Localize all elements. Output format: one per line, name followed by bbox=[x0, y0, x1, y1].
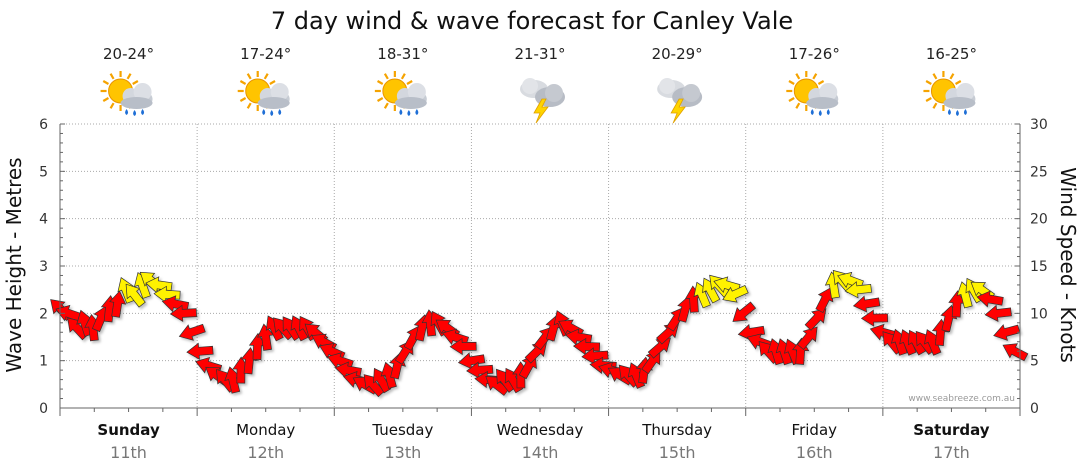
wind-arrow bbox=[647, 337, 671, 359]
temperature-label: 20-24° bbox=[103, 45, 154, 63]
y-tick-label-right: 15 bbox=[1030, 259, 1048, 275]
y-tick-label-left: 1 bbox=[39, 354, 48, 370]
y-tick-label-right: 25 bbox=[1030, 164, 1048, 180]
temperature-label: 20-29° bbox=[652, 45, 703, 63]
wind-arrow bbox=[815, 286, 834, 313]
sun-cloud-rain-icon bbox=[923, 71, 976, 116]
day-label: Wednesday bbox=[497, 421, 584, 439]
wind-arrow bbox=[984, 304, 1012, 322]
wind-arrow bbox=[844, 281, 872, 299]
wind-arrow bbox=[993, 324, 1021, 341]
day-label: Tuesday bbox=[371, 421, 433, 439]
y-tick-label-right: 30 bbox=[1030, 117, 1048, 133]
y-tick-label-left: 4 bbox=[39, 212, 48, 228]
wind-arrow bbox=[837, 271, 864, 289]
date-label: 17th bbox=[933, 443, 970, 462]
y-tick-label-left: 2 bbox=[39, 306, 48, 322]
wind-arrow bbox=[178, 323, 206, 341]
y-tick-label-left: 0 bbox=[39, 401, 48, 417]
chart-title: 7 day wind & wave forecast for Canley Va… bbox=[271, 7, 793, 35]
day-labels: Sunday 11th Monday 12th Tuesday 13th Wednesday… bbox=[97, 421, 989, 462]
wind-arrow bbox=[860, 309, 889, 327]
wind-arrow bbox=[722, 285, 749, 303]
date-label: 14th bbox=[522, 443, 559, 462]
temperature-labels: 20-24° 17-24° 18-31° 21-31° 20-29° 17-26° 16-2… bbox=[103, 45, 977, 63]
temperature-label: 21-31° bbox=[514, 45, 565, 63]
temperature-label: 18-31° bbox=[377, 45, 428, 63]
y-axis-left-label: Wave Height - Metres bbox=[2, 157, 26, 372]
y-tick-label-right: 10 bbox=[1030, 306, 1048, 322]
sun-cloud-rain-icon bbox=[100, 71, 153, 116]
day-label: Sunday bbox=[97, 421, 160, 439]
day-label: Thursday bbox=[641, 421, 712, 439]
day-label: Friday bbox=[792, 421, 838, 439]
date-label: 15th bbox=[659, 443, 696, 462]
sun-cloud-rain-icon bbox=[237, 71, 290, 116]
temperature-label: 16-25° bbox=[926, 45, 977, 63]
y-tick-label-left: 6 bbox=[39, 117, 48, 133]
wind-arrow bbox=[976, 290, 1004, 308]
date-label: 16th bbox=[796, 443, 833, 462]
y-tick-label-left: 5 bbox=[39, 164, 48, 180]
day-label: Saturday bbox=[913, 421, 990, 439]
wind-arrows bbox=[50, 269, 1029, 398]
wind-arrow bbox=[852, 295, 881, 313]
y-axis-right-label: Wind Speed - Knots bbox=[1056, 167, 1080, 363]
sun-cloud-rain-icon bbox=[374, 71, 427, 116]
sun-cloud-rain-icon bbox=[786, 71, 839, 116]
y-tick-label-right: 20 bbox=[1030, 212, 1048, 228]
weather-icons bbox=[100, 71, 976, 124]
wind-arrow bbox=[796, 326, 818, 351]
date-label: 12th bbox=[247, 443, 284, 462]
grid bbox=[60, 123, 1020, 408]
y-tick-label-left: 3 bbox=[39, 259, 48, 275]
wind-arrow bbox=[732, 301, 757, 322]
date-label: 11th bbox=[110, 443, 147, 462]
thunderstorm-icon bbox=[657, 78, 703, 124]
y-tick-label-right: 5 bbox=[1030, 354, 1039, 370]
temperature-label: 17-24° bbox=[240, 45, 291, 63]
wind-arrow bbox=[169, 304, 197, 322]
wind-arrow bbox=[449, 337, 477, 356]
y-tick-label-right: 0 bbox=[1030, 401, 1039, 417]
date-label: 13th bbox=[384, 443, 421, 462]
wind-arrow bbox=[1002, 343, 1029, 362]
temperature-label: 17-26° bbox=[789, 45, 840, 63]
axes: 0 1 2 3 4 5 6 0 5 10 15 20 25 30 bbox=[39, 117, 1048, 417]
day-label: Monday bbox=[236, 421, 295, 439]
credit-text: www.seabreeze.com.au bbox=[908, 394, 1015, 404]
wind-arrow bbox=[186, 342, 214, 360]
thunderstorm-icon bbox=[520, 78, 565, 124]
wind-arrow bbox=[804, 308, 827, 331]
wind-arrow bbox=[109, 290, 127, 318]
